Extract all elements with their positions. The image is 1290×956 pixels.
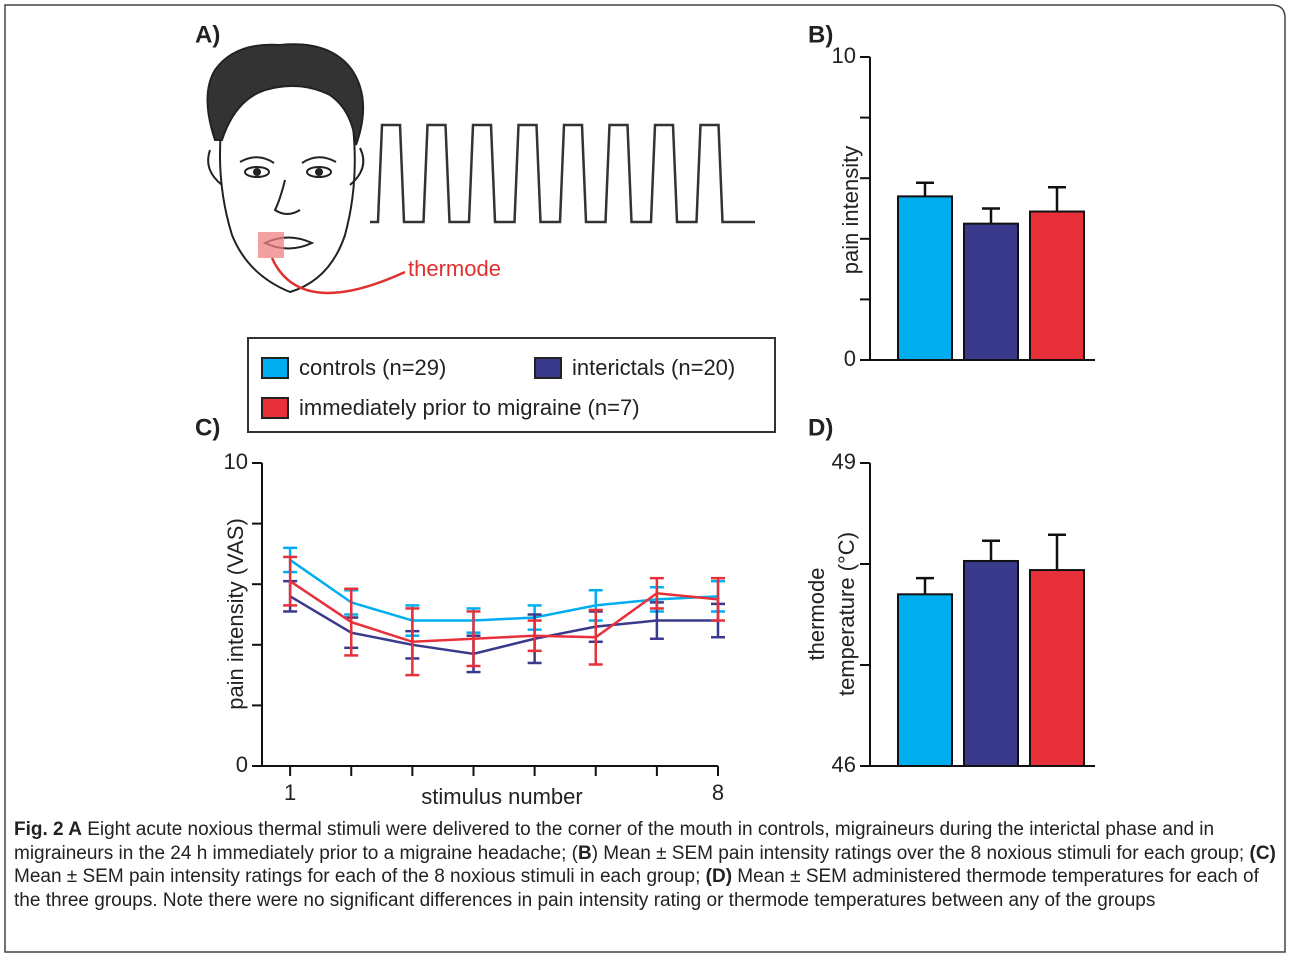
caption-text: ) Mean ± SEM pain intensity ratings over… <box>591 842 1250 864</box>
bar <box>1029 210 1085 361</box>
caption-text: Mean ± SEM administered thermode tempera… <box>14 866 1259 911</box>
thermode-label: thermode <box>408 256 501 281</box>
y-axis-label: temperature (°C) <box>834 532 859 696</box>
y-tick-label: 0 <box>236 752 248 777</box>
legend-entries: controls (n=29) interictals (n=20) immedia… <box>261 355 735 420</box>
y-tick-label: 10 <box>832 43 856 68</box>
caption-text: Fig. 2 A <box>14 819 82 840</box>
face-drawing <box>206 43 365 294</box>
series-line <box>289 580 719 644</box>
legend-swatch <box>261 397 289 419</box>
legend-label: interictals (n=20) <box>572 355 735 380</box>
legend-label: controls (n=29) <box>299 355 446 380</box>
y-axis-label: pain intensity (VAS) <box>223 518 248 710</box>
caption-text: (C) <box>1249 842 1276 864</box>
panel-label: D) <box>808 414 833 441</box>
y-tick-label: 46 <box>832 752 856 777</box>
y-tick-label: 0 <box>844 346 856 371</box>
y-tick-label: 10 <box>224 449 248 474</box>
bar <box>1029 569 1085 767</box>
stimulus-train <box>370 123 755 224</box>
caption-text: Eight acute noxious thermal stimuli were… <box>14 819 1215 864</box>
caption: Fig. 2 A Eight acute noxious thermal sti… <box>14 818 1276 912</box>
legend-swatch <box>534 357 562 379</box>
thermode-site <box>258 232 284 258</box>
y-axis-label: pain intensity <box>838 146 863 274</box>
bar <box>963 222 1019 361</box>
caption-text: B <box>577 842 592 864</box>
caption-text: Mean ± SEM pain intensity ratings for ea… <box>14 866 706 887</box>
panel-label: C) <box>195 414 220 441</box>
bar <box>897 593 953 767</box>
legend <box>247 337 776 433</box>
legend-label: immediately prior to migraine (n=7) <box>299 395 640 420</box>
y-axis-label: thermode <box>804 568 829 661</box>
panel-label: A) <box>195 21 220 48</box>
y-tick-label: 49 <box>832 449 856 474</box>
x-tick-label: 8 <box>712 780 724 805</box>
x-tick-label: 1 <box>284 780 296 805</box>
thermode-wire <box>270 257 406 295</box>
panel-label: B) <box>808 21 833 48</box>
bar <box>897 195 953 361</box>
legend-swatch <box>261 357 289 379</box>
x-axis-label: stimulus number <box>421 784 582 809</box>
series-line <box>289 595 718 656</box>
frame <box>4 4 1286 953</box>
bar <box>963 559 1019 767</box>
caption-text: (D) <box>705 866 733 887</box>
